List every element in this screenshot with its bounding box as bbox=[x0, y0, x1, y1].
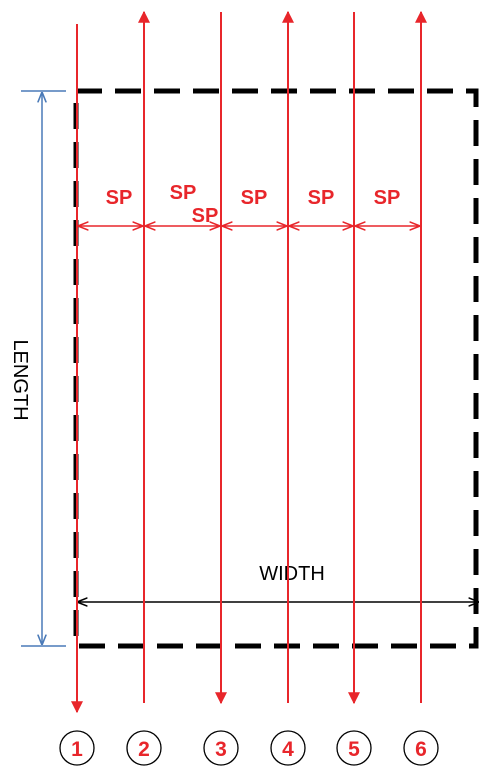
pass-marker-1: 1 bbox=[59, 730, 95, 766]
pass-marker-6: 6 bbox=[403, 730, 439, 766]
pass-number-6: 6 bbox=[415, 738, 427, 761]
sp-label-3: SP bbox=[192, 205, 219, 227]
length-dimension: LENGTH bbox=[9, 90, 66, 647]
pass-number-markers: 1 2 3 4 5 6 bbox=[59, 730, 439, 766]
pass-number-3: 3 bbox=[215, 738, 227, 761]
pass-number-2: 2 bbox=[138, 738, 150, 761]
length-label: LENGTH bbox=[9, 339, 31, 420]
pass-lines bbox=[71, 10, 427, 714]
pass-marker-3: 3 bbox=[203, 730, 239, 766]
sp-label-2: SP bbox=[170, 182, 197, 204]
pass-marker-5: 5 bbox=[336, 730, 372, 766]
pass-marker-2: 2 bbox=[126, 730, 162, 766]
sp-label-1: SP bbox=[106, 187, 133, 209]
width-dimension: WIDTH bbox=[78, 563, 478, 602]
pass-number-1: 1 bbox=[71, 738, 83, 761]
pass-number-4: 4 bbox=[282, 738, 294, 761]
pass-number-5: 5 bbox=[348, 738, 360, 761]
spacing-labels: SP SP SP SP SP SP bbox=[106, 182, 401, 227]
sp-label-5: SP bbox=[308, 187, 335, 209]
sp-label-6: SP bbox=[374, 187, 401, 209]
width-label: WIDTH bbox=[259, 563, 325, 585]
sp-label-4: SP bbox=[241, 187, 268, 209]
field-boundary bbox=[73, 88, 479, 649]
pass-marker-4: 4 bbox=[270, 730, 306, 766]
